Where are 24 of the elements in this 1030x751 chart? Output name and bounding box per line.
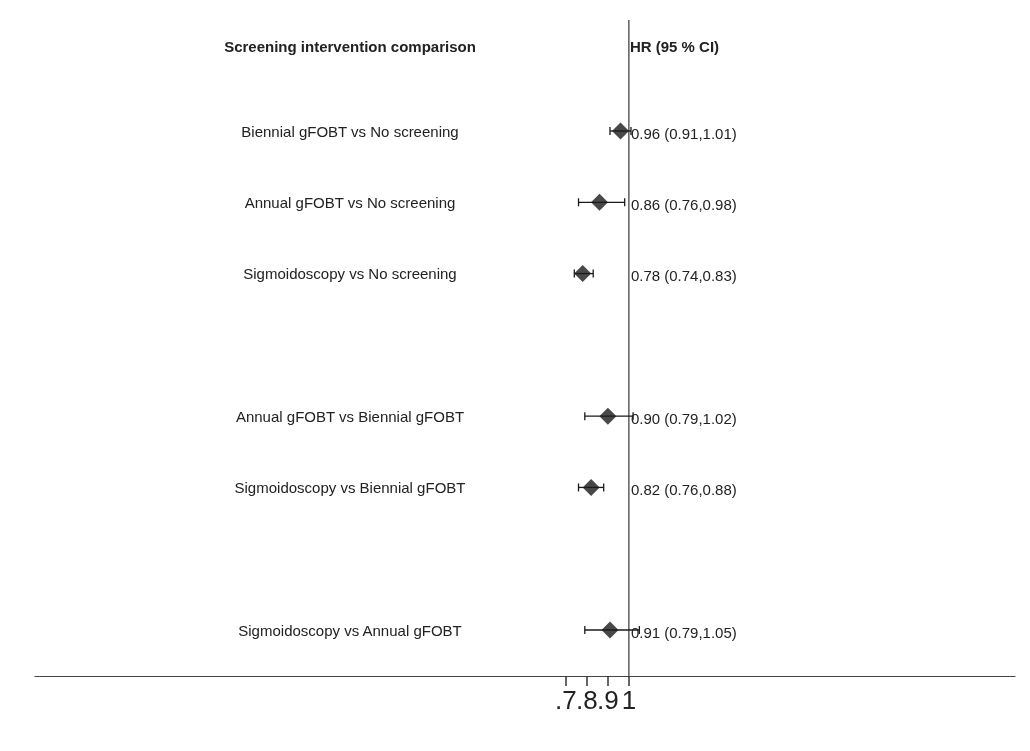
y-tick-label: Sigmoidoscopy vs No screening [243,265,457,283]
data-label: 0.96 (0.91,1.01) [630,124,737,142]
x-tick-label: .9 [597,685,619,715]
x-tick-label: 1 [621,685,637,715]
y-tick-label: Annual gFOBT vs No screening [244,193,456,211]
point [574,265,592,283]
y-tick-label: Biennial gFOBT vs No screening [241,122,459,140]
text: HR (95 % CI) [629,37,720,55]
point [601,621,619,639]
y-tick-label: Sigmoidoscopy vs Annual gFOBT [238,621,462,639]
y-tick-label: Annual gFOBT vs Biennial gFOBT [235,407,465,425]
y-tick-label: Sigmoidoscopy vs Biennial gFOBT [234,478,466,496]
data-label: 0.91 (0.79,1.05) [630,623,737,641]
data-label: 0.90 (0.79,1.02) [630,409,737,427]
point [582,478,600,496]
data-label: 0.82 (0.76,0.88) [630,480,737,498]
y-axis-title: Screening intervention comparison [224,37,476,55]
point [599,407,617,425]
point [591,193,608,211]
x-tick-label: .7 [555,685,577,715]
point [611,122,629,140]
x-tick-label: .8 [576,685,598,715]
data-label: 0.86 (0.76,0.98) [630,195,737,213]
data-label: 0.78 (0.74,0.83) [630,267,737,285]
